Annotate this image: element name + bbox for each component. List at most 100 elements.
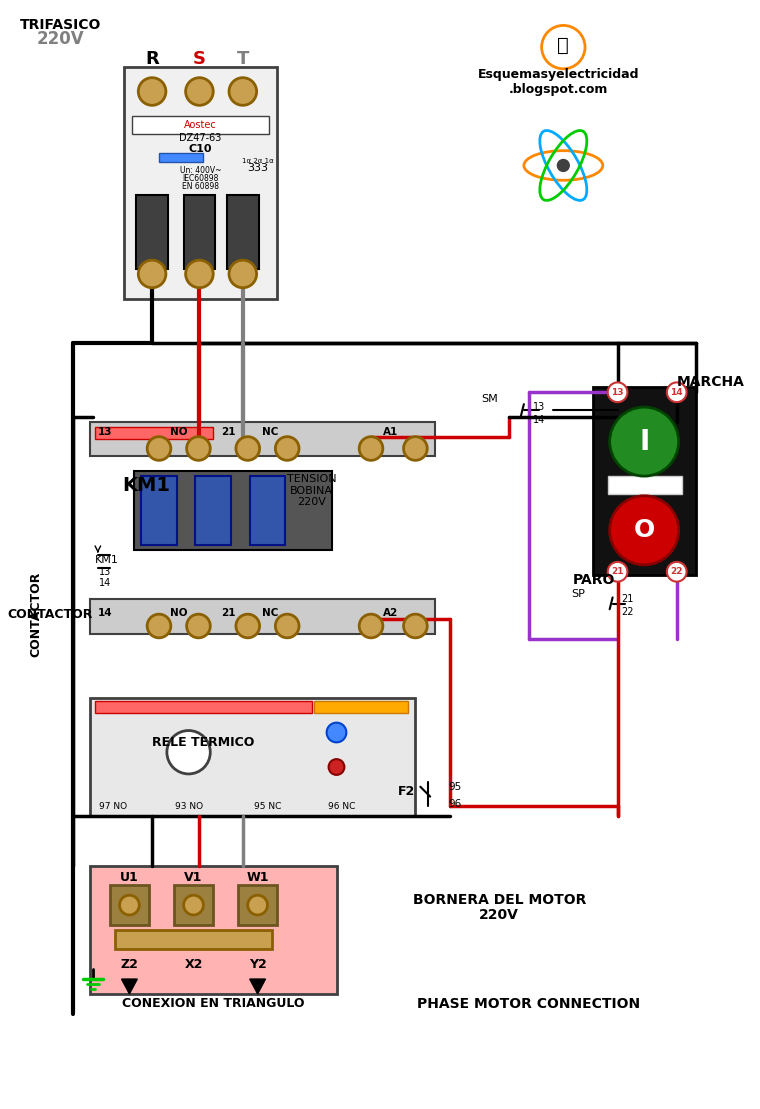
Text: 22: 22 xyxy=(621,608,634,618)
Bar xyxy=(184,195,215,269)
Text: 96: 96 xyxy=(448,800,461,810)
Bar xyxy=(83,417,448,812)
Text: RELE TERMICO: RELE TERMICO xyxy=(152,736,255,749)
Circle shape xyxy=(404,614,427,638)
Text: KM1: KM1 xyxy=(95,554,119,564)
Circle shape xyxy=(275,614,299,638)
Text: CONEXION EN TRIANGULO: CONEXION EN TRIANGULO xyxy=(122,997,305,1010)
Text: 🔌: 🔌 xyxy=(557,35,569,54)
Circle shape xyxy=(359,614,383,638)
Bar xyxy=(125,67,277,298)
Bar xyxy=(593,387,696,574)
Text: PARO: PARO xyxy=(573,572,616,587)
Text: 21: 21 xyxy=(220,427,236,437)
Text: 14: 14 xyxy=(97,608,112,618)
Circle shape xyxy=(187,614,211,638)
Text: W1: W1 xyxy=(246,871,269,884)
Text: I: I xyxy=(639,428,649,456)
Text: CONTACTOR: CONTACTOR xyxy=(8,608,93,621)
Text: 93 NO: 93 NO xyxy=(175,802,203,811)
Text: 22: 22 xyxy=(670,568,683,577)
Circle shape xyxy=(557,160,569,172)
Text: C10: C10 xyxy=(188,144,212,154)
Text: 95 NC: 95 NC xyxy=(254,802,281,811)
Circle shape xyxy=(138,78,166,105)
Circle shape xyxy=(229,78,257,105)
Circle shape xyxy=(229,261,257,287)
Bar xyxy=(90,866,337,994)
Circle shape xyxy=(608,562,628,581)
Bar xyxy=(195,476,231,546)
Bar xyxy=(95,427,214,439)
Bar xyxy=(135,471,331,550)
Text: TENSION
BOBINA
220V: TENSION BOBINA 220V xyxy=(287,475,337,508)
Text: Esquemasyelectricidad
.blogspot.com: Esquemasyelectricidad .blogspot.com xyxy=(477,68,639,95)
Circle shape xyxy=(167,731,211,774)
Text: 13: 13 xyxy=(99,567,111,577)
Circle shape xyxy=(328,760,344,775)
Polygon shape xyxy=(122,979,138,994)
Circle shape xyxy=(610,496,679,564)
Circle shape xyxy=(610,407,679,476)
Bar xyxy=(159,153,204,163)
Text: NC: NC xyxy=(262,427,279,437)
Text: Un: 400V~: Un: 400V~ xyxy=(179,166,221,175)
Text: 21: 21 xyxy=(621,594,634,604)
Circle shape xyxy=(667,383,686,403)
Text: PHASE MOTOR CONNECTION: PHASE MOTOR CONNECTION xyxy=(417,997,641,1010)
Text: CONTACTOR: CONTACTOR xyxy=(29,571,43,657)
Text: EN 60898: EN 60898 xyxy=(182,182,219,191)
Text: F2: F2 xyxy=(398,785,416,798)
Bar xyxy=(90,421,435,457)
Text: NO: NO xyxy=(170,608,188,618)
Bar xyxy=(174,885,214,925)
Circle shape xyxy=(275,437,299,460)
Text: DZ47-63: DZ47-63 xyxy=(179,133,222,143)
Text: A2: A2 xyxy=(383,608,398,618)
Circle shape xyxy=(236,614,260,638)
Text: SM: SM xyxy=(481,394,498,404)
Circle shape xyxy=(404,437,427,460)
Text: BORNERA DEL MOTOR: BORNERA DEL MOTOR xyxy=(413,893,586,907)
Text: SP: SP xyxy=(572,590,585,600)
Bar xyxy=(136,195,168,269)
Bar xyxy=(132,116,270,134)
Circle shape xyxy=(248,895,268,915)
Circle shape xyxy=(187,437,211,460)
Text: 220V: 220V xyxy=(480,908,519,922)
Text: 14: 14 xyxy=(533,415,545,425)
Text: X2: X2 xyxy=(185,958,203,970)
Circle shape xyxy=(147,437,171,460)
Circle shape xyxy=(236,437,260,460)
Circle shape xyxy=(138,261,166,287)
Text: Z2: Z2 xyxy=(121,958,138,970)
Circle shape xyxy=(119,895,139,915)
Bar xyxy=(90,698,416,816)
Text: 14: 14 xyxy=(670,388,683,397)
Text: NC: NC xyxy=(262,608,279,618)
Text: 96 NC: 96 NC xyxy=(328,802,355,811)
Text: T: T xyxy=(236,50,249,68)
Circle shape xyxy=(185,261,214,287)
Text: TRIFASICO: TRIFASICO xyxy=(20,19,101,32)
Bar xyxy=(95,701,312,713)
Circle shape xyxy=(608,383,628,403)
Text: R: R xyxy=(145,50,159,68)
Polygon shape xyxy=(250,979,265,994)
Text: KM1: KM1 xyxy=(122,477,170,496)
Text: IEC60898: IEC60898 xyxy=(182,174,219,183)
Text: 220V: 220V xyxy=(36,30,84,48)
Text: O: O xyxy=(634,518,655,542)
Text: 14: 14 xyxy=(99,578,111,588)
Bar xyxy=(250,476,285,546)
Bar xyxy=(141,476,177,546)
Text: S: S xyxy=(193,50,206,68)
Bar xyxy=(115,929,272,949)
Bar xyxy=(109,885,149,925)
Circle shape xyxy=(147,614,171,638)
Text: 13: 13 xyxy=(97,427,112,437)
Text: 13: 13 xyxy=(533,403,545,413)
Bar xyxy=(238,885,277,925)
Text: 21: 21 xyxy=(611,568,624,577)
Circle shape xyxy=(667,562,686,581)
